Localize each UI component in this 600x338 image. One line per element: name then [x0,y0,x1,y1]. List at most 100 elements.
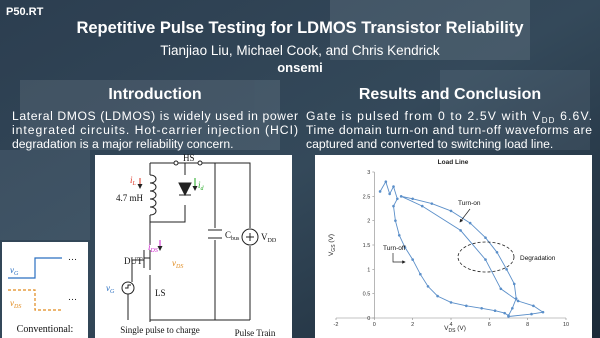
poster-id: P50.RT [6,6,44,18]
x-tick-label: 6 [488,322,491,328]
capacitor-label: Cbus [225,230,240,242]
section-heading: Introduction [108,86,201,103]
waveform-label: vG [10,265,19,277]
node-label: LS [155,288,166,298]
section-heading: Results and Conclusion [359,86,541,103]
paragraph-line: degradation is a major reliability conce… [12,137,234,151]
paragraph-line: captured and converted to switching load… [306,137,553,151]
x-axis-label: VDS (V) [444,325,466,334]
data-point [493,309,497,313]
data-point [399,195,403,198]
data-point [392,185,395,188]
node-label: HS [183,153,195,163]
y-tick-label: 3 [367,170,370,176]
y-tick-label: 2 [367,219,370,225]
current-label: iL [130,175,137,187]
data-point [499,287,503,291]
data-point [419,272,422,276]
data-point [511,306,514,310]
x-tick-label: 4 [449,322,452,328]
voltage-label: vG [106,283,115,295]
data-point [388,192,391,196]
symbol: C [225,230,231,240]
data-point [420,204,424,208]
subscript: DS [175,264,183,270]
waveform-label: vDS [10,298,21,310]
annotation-arrow [459,208,471,223]
current-label: iDS [148,242,158,254]
panel [315,155,592,338]
data-point [411,258,414,261]
poster-title: Repetitive Pulse Testing for LDMOS Trans… [76,19,524,37]
symbol: i [198,180,201,190]
data-point [532,304,535,308]
chip-texture [0,0,590,240]
data-point [480,306,483,310]
annotation-ellipse [457,241,515,273]
y-axis-label: VGS (V) [328,234,337,256]
subscript: L [132,181,137,187]
data-point [430,202,434,205]
y-tick-label: 2.5 [363,194,371,200]
y-tick-label: 1.5 [363,243,371,249]
subscript: bus [231,236,240,242]
data-point [514,297,518,300]
caption: Pulse Train [235,328,276,338]
y-tick-label: 0 [367,316,370,322]
load-line-chart: Load Line VDS (V) VGS (V) -2 0 2 4 6 8 1000.51… [315,155,592,338]
data-point [436,294,439,298]
symbol: i [130,175,133,185]
x-tick-label: -2 [334,322,339,328]
data-point [484,236,487,239]
data-point [503,311,506,315]
inductance-label: 4.7 mH [116,193,144,203]
caption: Conventional: [17,324,74,335]
data-point [426,285,430,288]
symbol: v [10,298,14,308]
y-tick-label: 0.5 [363,292,371,298]
voltage-label: vDS [172,258,183,270]
data-point [392,204,395,208]
data-point [394,219,397,222]
authors: Tianjiao Liu, Michael Cook, and Chris Ke… [160,43,440,58]
data-point [512,282,516,286]
y-tick-label: 1 [367,267,370,273]
data-point [396,197,399,201]
data-point [449,301,453,304]
data-point [468,221,472,225]
current-label: id [198,180,205,192]
subscript: DD [542,116,555,125]
panel [95,155,292,338]
data-point [465,304,468,308]
circuit-diagram: HS iL id 4.7 mH Cbus VDD iDS DUT vDS vG … [95,153,292,338]
data-point [505,268,508,271]
data-point [403,246,407,249]
annotation: Degradation [520,255,556,262]
data-point [397,233,401,237]
subscript: d [201,186,205,192]
annotation: Turn-off [383,245,406,252]
data-point [516,299,520,303]
subscript: DS [13,304,21,310]
subscript: GS [331,244,337,252]
ellipsis: … [68,292,77,302]
subscript: G [14,271,19,277]
data-point [507,315,510,318]
symbol: i [148,242,151,252]
text-run: Gate is pulsed from 0 to 2.5V with V [306,109,541,123]
source-label: VDD [261,232,277,244]
data-point [449,209,453,213]
data-point [484,258,487,261]
paragraph-line: Lateral DMOS (LDMOS) is widely used in p… [12,109,298,123]
device-label: DUT [124,256,143,266]
affiliation: onsemi [277,60,323,75]
subscript: G [110,289,115,295]
data-point [411,197,414,201]
subscript: DS [150,248,158,254]
subscript: DS [448,328,456,334]
text-run: 6.6V. [556,109,592,123]
data-point [459,229,462,232]
x-tick-label: 2 [411,322,414,328]
